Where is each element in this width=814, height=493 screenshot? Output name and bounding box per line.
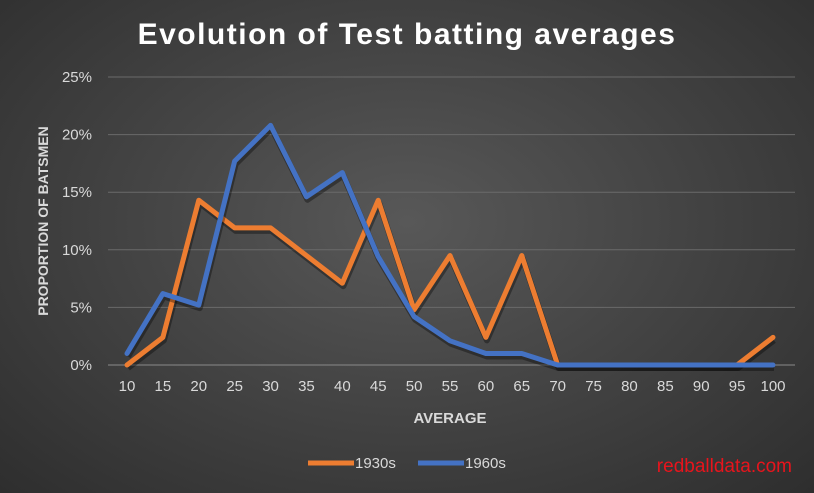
chart-title: Evolution of Test batting averages	[137, 18, 677, 51]
x-tick-label: 80	[621, 378, 638, 395]
y-tick-label: 10%	[62, 242, 92, 259]
watermark: redballdata.com	[656, 456, 792, 477]
x-tick-label: 40	[334, 378, 351, 395]
y-axis-label: PROPORTION OF BATSMEN	[35, 126, 51, 316]
x-tick-label: 20	[190, 378, 207, 395]
x-tick-label: 65	[513, 378, 530, 395]
x-tick-label: 55	[442, 378, 459, 395]
x-tick-label: 35	[298, 378, 315, 395]
x-tick-label: 100	[760, 378, 785, 395]
x-tick-label: 25	[226, 378, 243, 395]
x-tick-label: 50	[406, 378, 423, 395]
x-tick-label: 75	[585, 378, 602, 395]
y-tick-label: 20%	[62, 127, 92, 144]
y-tick-label: 0%	[70, 357, 92, 374]
x-tick-label: 95	[729, 378, 746, 395]
x-tick-label: 60	[478, 378, 495, 395]
y-tick-label: 15%	[62, 184, 92, 201]
x-tick-label: 30	[262, 378, 279, 395]
x-tick-label: 45	[370, 378, 387, 395]
x-tick-label: 90	[693, 378, 710, 395]
series-shadow-1960s	[125, 125, 774, 371]
x-tick-label: 10	[119, 378, 136, 395]
x-tick-label: 70	[549, 378, 566, 395]
series-line-1960s	[124, 122, 776, 368]
y-tick-label: 25%	[62, 69, 92, 86]
legend-label-1960s: 1960s	[465, 455, 506, 472]
y-tick-label: 5%	[70, 299, 92, 316]
x-tick-label: 85	[657, 378, 674, 395]
legend-label-1930s: 1930s	[355, 455, 396, 472]
x-axis-label: AVERAGE	[413, 410, 486, 427]
x-tick-label: 15	[155, 378, 172, 395]
